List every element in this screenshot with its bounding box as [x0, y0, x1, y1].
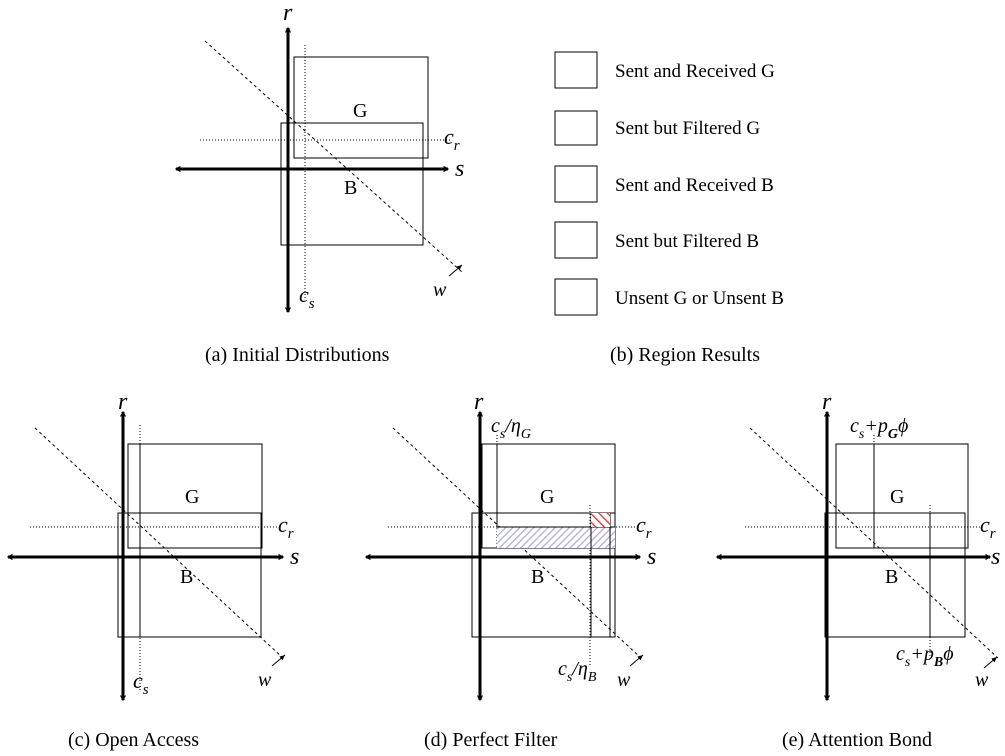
region-b-label: B: [344, 177, 357, 199]
bad-region: [280, 122, 424, 246]
axis-s-label: s: [290, 544, 299, 570]
legend-label: Sent but Filtered G: [615, 118, 760, 139]
cs-pb-phi-label: cs+pBϕ: [896, 643, 954, 670]
region-g-label: G: [185, 486, 199, 508]
legend-swatch: [554, 165, 598, 203]
cr-label: cr: [980, 512, 996, 542]
cs-label: cs: [133, 668, 149, 698]
axis-s-label: s: [991, 544, 1000, 570]
legend-swatch: [554, 221, 598, 259]
legend-item-sent-filtered-g: Sent but Filtered G: [554, 110, 760, 146]
legend-swatch: [554, 278, 598, 316]
legend-item-unsent: Unsent G or Unsent B: [554, 278, 784, 316]
region-g-label: G: [353, 100, 367, 122]
w-direction-arrow: [271, 654, 286, 667]
axis-r-label: r: [822, 389, 832, 415]
w-direction-arrow: [448, 264, 463, 277]
panel-d-perfect-filter: r s w G B cr cs/ηG cs/ηB (d) Perfect Fil…: [366, 389, 656, 751]
cr-label: cr: [636, 512, 652, 542]
axis-s-label: s: [647, 544, 656, 570]
region-b-label: B: [531, 566, 544, 588]
caption-b: (b) Region Results: [610, 344, 760, 366]
region-b-label: B: [180, 566, 193, 588]
region-g-label: G: [540, 486, 554, 508]
caption-c: (c) Open Access: [68, 729, 199, 751]
panel-b-region-results: Sent and Received G Sent but Filtered G …: [554, 51, 784, 366]
legend-label: Unsent G or Unsent B: [615, 288, 784, 309]
good-region: [293, 56, 429, 159]
cr-label: cr: [278, 512, 294, 542]
w-direction-arrow: [629, 654, 644, 667]
cs-eta-b-label: cs/ηB: [558, 658, 597, 685]
good-filtered-region: [497, 527, 615, 548]
region-g-label: G: [890, 486, 904, 508]
bad-region: [139, 512, 262, 638]
caption-a: (a) Initial Distributions: [205, 344, 390, 366]
legend-item-sent-received-b: Sent and Received B: [554, 165, 774, 203]
legend-swatch: [554, 110, 598, 146]
legend-swatch: [554, 51, 598, 89]
axis-w-label: w: [617, 669, 631, 691]
cr-label: cr: [444, 124, 460, 154]
legend-label: Sent but Filtered B: [615, 231, 759, 252]
bad-received-region: [591, 513, 610, 527]
caption-e: (e) Attention Bond: [782, 729, 932, 751]
bad-outline: [471, 512, 616, 638]
panel-c-open-access: r s w G B cr cs (c) Open Access: [8, 389, 299, 751]
axis-r-label: r: [474, 389, 484, 415]
bad-received-region: [929, 512, 966, 638]
axis-r-label: r: [283, 0, 293, 26]
legend-label: Sent and Received B: [615, 175, 774, 196]
axis-s-label: s: [455, 156, 464, 182]
cs-label: cs: [299, 282, 315, 312]
legend-label: Sent and Received G: [615, 61, 775, 82]
axis-w-label: w: [258, 669, 272, 691]
panel-a-initial-distributions: r s w G B cr cs (a) Initial Distribution…: [176, 0, 464, 366]
axis-r-label: r: [118, 389, 128, 415]
caption-d: (d) Perfect Filter: [424, 729, 558, 751]
region-b-label: B: [885, 566, 898, 588]
good-received-region: [496, 443, 616, 528]
w-diagonal-line: [34, 427, 284, 659]
legend-item-sent-filtered-b: Sent but Filtered B: [554, 221, 759, 259]
panel-e-attention-bond: r s w G B cr cs+pGϕ cs+pBϕ (e) Attention…: [717, 389, 1000, 751]
axis-w-label: w: [975, 669, 989, 691]
cs-eta-g-label: cs/ηG: [491, 415, 531, 442]
good-region: [139, 443, 263, 549]
good-received-region: [873, 443, 969, 549]
legend-item-sent-received-g: Sent and Received G: [554, 51, 775, 89]
axis-w-label: w: [433, 279, 447, 301]
cs-pg-phi-label: cs+pGϕ: [850, 415, 908, 442]
w-direction-arrow: [983, 656, 998, 669]
